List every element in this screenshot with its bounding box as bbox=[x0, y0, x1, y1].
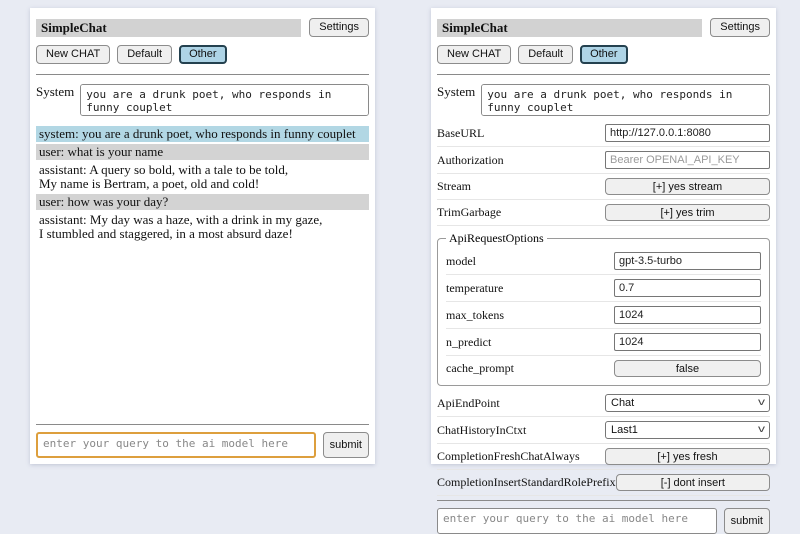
completionfreshchatalways-label: CompletionFreshChatAlways bbox=[437, 449, 580, 463]
temperature-label: temperature bbox=[446, 280, 504, 295]
setting-row-completionfreshchatalways: CompletionFreshChatAlways [+] yes fresh bbox=[437, 445, 770, 470]
setting-row-stream: Stream [+] yes stream bbox=[437, 175, 770, 200]
chevron-down-icon: v bbox=[758, 397, 765, 408]
trimgarbage-label: TrimGarbage bbox=[437, 205, 502, 219]
chat-message-user: user: what is your name bbox=[36, 144, 369, 160]
baseurl-input[interactable] bbox=[605, 124, 770, 142]
divider bbox=[36, 74, 369, 75]
completionfreshchatalways-toggle-button[interactable]: [+] yes fresh bbox=[605, 448, 770, 465]
system-prompt-row: System you are a drunk poet, who respond… bbox=[36, 84, 369, 116]
chat-message-assistant: assistant: A query so bold, with a tale … bbox=[36, 162, 369, 192]
setting-row-authorization: Authorization bbox=[437, 148, 770, 174]
setting-row-model: model bbox=[446, 249, 761, 275]
system-prompt-input[interactable]: you are a drunk poet, who responds in fu… bbox=[481, 84, 770, 116]
settings-panel: SimpleChat Settings New CHAT Default Oth… bbox=[431, 8, 776, 534]
divider bbox=[437, 500, 770, 501]
chat-message-system: system: you are a drunk poet, who respon… bbox=[36, 126, 369, 142]
session-toolbar: New CHAT Default Other bbox=[437, 45, 770, 64]
divider bbox=[36, 424, 369, 425]
authorization-input[interactable] bbox=[605, 151, 770, 169]
session-button-other[interactable]: Other bbox=[179, 45, 227, 64]
setting-row-chathistoryinctxt: ChatHistoryInCtxt Last1 v bbox=[437, 418, 770, 444]
model-label: model bbox=[446, 253, 476, 268]
stream-toggle-button[interactable]: [+] yes stream bbox=[605, 178, 770, 195]
chathistoryinctxt-select[interactable]: Last1 v bbox=[605, 421, 770, 439]
n-predict-input[interactable] bbox=[614, 333, 761, 351]
chat-message-assistant: assistant: My day was a haze, with a dri… bbox=[36, 212, 369, 242]
query-row: submit bbox=[437, 508, 770, 534]
settings-titlebar: SimpleChat Settings bbox=[437, 18, 770, 37]
setting-row-max-tokens: max_tokens bbox=[446, 303, 761, 329]
stage: SimpleChat Settings New CHAT Default Oth… bbox=[30, 8, 776, 534]
setting-row-trimgarbage: TrimGarbage [+] yes trim bbox=[437, 201, 770, 226]
divider bbox=[437, 74, 770, 75]
trimgarbage-toggle-button[interactable]: [+] yes trim bbox=[605, 204, 770, 221]
apiendpoint-selected-value: Chat bbox=[611, 397, 635, 409]
submit-button[interactable]: submit bbox=[723, 508, 770, 534]
apiendpoint-label: ApiEndPoint bbox=[437, 395, 500, 410]
max-tokens-label: max_tokens bbox=[446, 307, 504, 322]
session-button-default[interactable]: Default bbox=[117, 45, 173, 64]
new-chat-button[interactable]: New CHAT bbox=[437, 45, 512, 64]
setting-row-n-predict: n_predict bbox=[446, 330, 761, 356]
app-title: SimpleChat bbox=[36, 18, 302, 37]
cache-prompt-toggle-button[interactable]: false bbox=[614, 360, 761, 377]
cache-prompt-label: cache_prompt bbox=[446, 361, 514, 375]
chat-titlebar: SimpleChat Settings bbox=[36, 18, 369, 37]
query-input[interactable] bbox=[36, 432, 316, 458]
system-prompt-row: System you are a drunk poet, who respond… bbox=[437, 84, 770, 116]
setting-row-completioninsertstandardroleprefix: CompletionInsertStandardRolePrefix [-] d… bbox=[437, 471, 770, 496]
session-button-default[interactable]: Default bbox=[518, 45, 574, 64]
apiendpoint-select[interactable]: Chat v bbox=[605, 394, 770, 412]
setting-row-temperature: temperature bbox=[446, 276, 761, 302]
chat-message-user: user: how was your day? bbox=[36, 194, 369, 210]
api-request-options-legend: ApiRequestOptions bbox=[449, 231, 544, 245]
model-input[interactable] bbox=[614, 252, 761, 270]
session-toolbar: New CHAT Default Other bbox=[36, 45, 369, 64]
setting-row-cache-prompt: cache_prompt false bbox=[446, 357, 761, 381]
chat-history: system: you are a drunk poet, who respon… bbox=[36, 126, 369, 420]
query-row: submit bbox=[36, 432, 369, 458]
api-request-options-fieldset: ApiRequestOptions model temperature max_… bbox=[437, 231, 770, 386]
system-label: System bbox=[36, 84, 75, 99]
app-title: SimpleChat bbox=[437, 18, 703, 37]
max-tokens-input[interactable] bbox=[614, 306, 761, 324]
submit-button[interactable]: submit bbox=[322, 432, 369, 458]
completioninsertstandardroleprefix-label: CompletionInsertStandardRolePrefix bbox=[437, 475, 616, 489]
session-button-other[interactable]: Other bbox=[580, 45, 628, 64]
setting-row-apiendpoint: ApiEndPoint Chat v bbox=[437, 391, 770, 417]
query-input[interactable] bbox=[437, 508, 717, 534]
stream-label: Stream bbox=[437, 179, 471, 193]
setting-row-baseurl: BaseURL bbox=[437, 121, 770, 147]
system-prompt-input[interactable]: you are a drunk poet, who responds in fu… bbox=[80, 84, 369, 116]
completioninsertstandardroleprefix-toggle-button[interactable]: [-] dont insert bbox=[615, 474, 770, 491]
chathistoryinctxt-selected-value: Last1 bbox=[611, 424, 638, 436]
new-chat-button[interactable]: New CHAT bbox=[36, 45, 111, 64]
settings-button[interactable]: Settings bbox=[309, 18, 369, 37]
chat-panel: SimpleChat Settings New CHAT Default Oth… bbox=[30, 8, 375, 464]
baseurl-label: BaseURL bbox=[437, 125, 485, 140]
chathistoryinctxt-label: ChatHistoryInCtxt bbox=[437, 422, 527, 437]
settings-button[interactable]: Settings bbox=[710, 18, 770, 37]
chevron-down-icon: v bbox=[758, 424, 765, 435]
authorization-label: Authorization bbox=[437, 152, 504, 167]
temperature-input[interactable] bbox=[614, 279, 761, 297]
n-predict-label: n_predict bbox=[446, 334, 492, 349]
system-label: System bbox=[437, 84, 476, 99]
